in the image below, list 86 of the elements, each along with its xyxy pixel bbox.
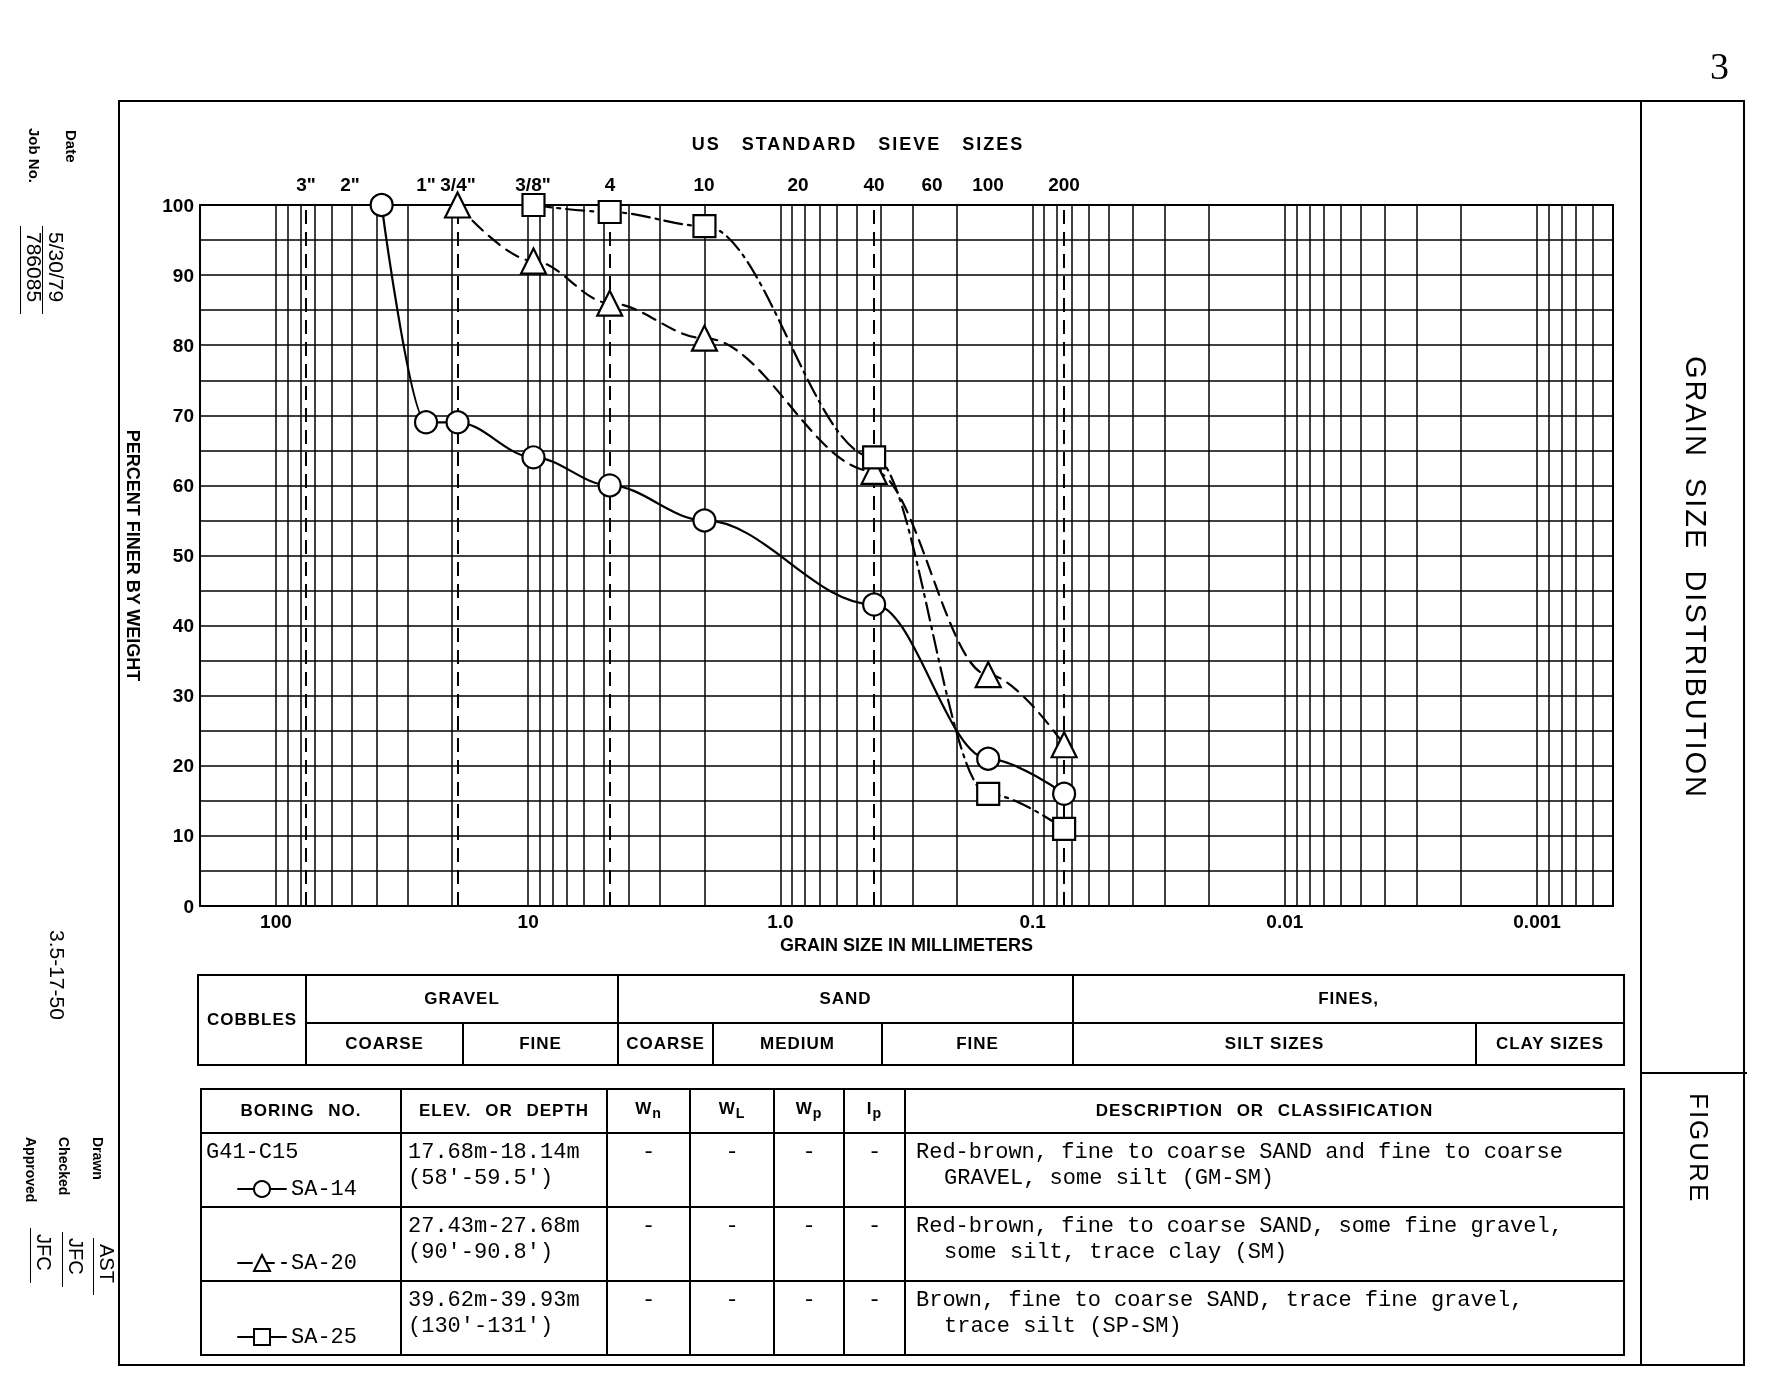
y-tick-label: 30 bbox=[172, 685, 194, 707]
text: 39.62m-39.93m (130'-131') bbox=[401, 1281, 607, 1355]
text: - bbox=[690, 1133, 774, 1207]
y-tick-label: 80 bbox=[172, 334, 194, 356]
text: FINE bbox=[463, 1023, 619, 1065]
y-tick-label: 40 bbox=[172, 615, 194, 637]
text: 3.5-17-50 bbox=[44, 930, 69, 1020]
text: FINES, bbox=[1073, 975, 1625, 1023]
text: - bbox=[690, 1281, 774, 1355]
text: W$_{p}$ bbox=[774, 1089, 844, 1133]
text: 27.43m-27.68m (90'-90.8') bbox=[401, 1207, 607, 1281]
text: Checked bbox=[56, 1137, 72, 1196]
x-tick-label: 0.001 bbox=[1513, 911, 1562, 932]
text: COARSE bbox=[306, 1023, 463, 1065]
text: - bbox=[607, 1133, 690, 1207]
text: ELEV. OR DEPTH bbox=[401, 1089, 607, 1133]
text: - bbox=[844, 1207, 905, 1281]
text: DESCRIPTION OR CLASSIFICATION bbox=[905, 1089, 1624, 1133]
text: 2" bbox=[340, 174, 360, 196]
text: US STANDARD SIEVE SIZES bbox=[691, 134, 1025, 155]
text: Brown, fine to coarse SAND, trace fine gravel, trace silt (SP-SM) bbox=[905, 1281, 1624, 1355]
text: 786085 bbox=[19, 226, 46, 315]
text: 20 bbox=[787, 174, 809, 196]
x-tick-label: 10 bbox=[517, 911, 539, 932]
x-tick-label: 100 bbox=[260, 911, 292, 932]
text: 17.68m-18.14m (58'-59.5') bbox=[401, 1133, 607, 1207]
text: COARSE bbox=[618, 1023, 714, 1065]
x-tick-label: 0.1 bbox=[1019, 911, 1047, 932]
legend-label: SA-25 bbox=[291, 1324, 358, 1350]
text: 4 bbox=[604, 174, 616, 196]
text: I$_{p}$ bbox=[844, 1089, 905, 1133]
text: - bbox=[844, 1133, 905, 1207]
text: 1" bbox=[416, 174, 436, 196]
text: AST bbox=[93, 1238, 118, 1295]
text: FINE bbox=[882, 1023, 1074, 1065]
text: JFC bbox=[30, 1228, 55, 1283]
text: MEDIUM bbox=[713, 1023, 883, 1065]
legend-label: SA-20 bbox=[291, 1250, 358, 1276]
text: GRAVEL bbox=[306, 975, 619, 1023]
text: 10 bbox=[693, 174, 715, 196]
text: COBBLES bbox=[198, 975, 306, 1065]
text: Red-brown, fine to coarse SAND and fine to coarse GRAVEL, some silt (GM-SM) bbox=[905, 1133, 1624, 1207]
text: SAND bbox=[618, 975, 1074, 1023]
text: 200 bbox=[1048, 174, 1080, 196]
text: - bbox=[774, 1133, 844, 1207]
y-tick-label: 100 bbox=[162, 194, 194, 216]
x-tick-label: 1.0 bbox=[767, 911, 794, 932]
text: 40 bbox=[863, 174, 885, 196]
text: Job No. bbox=[25, 128, 43, 183]
text: BORING NO. bbox=[201, 1089, 401, 1133]
text: W$_{n}$ bbox=[607, 1089, 690, 1133]
text: G41-C15 bbox=[206, 1140, 299, 1165]
y-tick-label: 90 bbox=[172, 264, 194, 286]
text: - bbox=[774, 1207, 844, 1281]
x-tick-label: 0.01 bbox=[1266, 911, 1304, 932]
text: 3/4" bbox=[440, 174, 476, 196]
y-tick-label: 20 bbox=[172, 755, 194, 777]
text: JFC bbox=[62, 1232, 87, 1287]
text: SILT SIZES bbox=[1073, 1023, 1477, 1065]
text: Drawn bbox=[90, 1137, 106, 1180]
text: 3 bbox=[1710, 44, 1729, 88]
text: FIGURE bbox=[1683, 1093, 1714, 1204]
text: 3/8" bbox=[515, 174, 551, 196]
text: - bbox=[607, 1281, 690, 1355]
y-tick-label: 50 bbox=[172, 545, 194, 566]
text: 100 bbox=[972, 174, 1004, 196]
text: W$_{L}$ bbox=[690, 1089, 774, 1133]
text: Date bbox=[62, 130, 80, 163]
text: Approved bbox=[23, 1137, 39, 1203]
x-axis-title: GRAIN SIZE IN MILLIMETERS bbox=[779, 934, 1034, 955]
text: - bbox=[774, 1281, 844, 1355]
text: - bbox=[690, 1207, 774, 1281]
text: GRAIN SIZE DISTRIBUTION bbox=[1679, 356, 1712, 800]
y-tick-label: 0 bbox=[183, 895, 194, 917]
y-tick-label: 60 bbox=[172, 474, 194, 496]
y-axis-title: PERCENT FINER BY WEIGHT bbox=[123, 429, 143, 682]
y-tick-label: 10 bbox=[172, 825, 194, 847]
text: - bbox=[607, 1207, 690, 1281]
text: 5/30/79 bbox=[41, 226, 68, 315]
text: 3" bbox=[296, 174, 316, 196]
y-tick-label: 70 bbox=[172, 404, 194, 426]
text: Red-brown, fine to coarse SAND, some fine gravel, some silt, trace clay (SM) bbox=[905, 1207, 1624, 1281]
text: 60 bbox=[921, 174, 943, 196]
text: CLAY SIZES bbox=[1476, 1023, 1625, 1065]
legend-label: SA-14 bbox=[291, 1176, 358, 1202]
text: - bbox=[844, 1281, 905, 1355]
